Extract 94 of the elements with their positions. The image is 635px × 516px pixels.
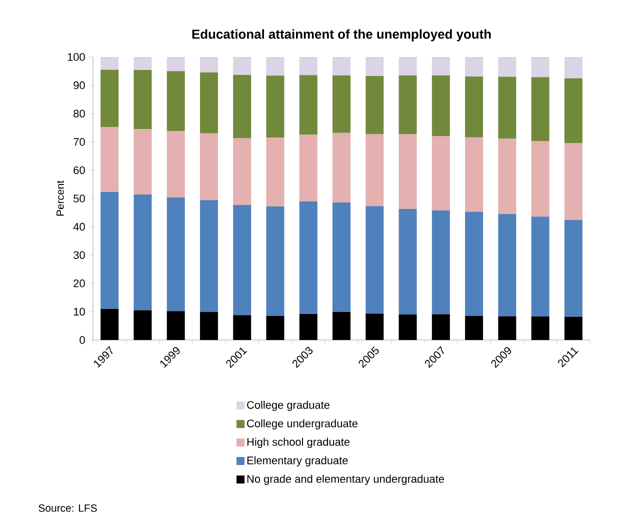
bar xyxy=(432,56,450,76)
bar xyxy=(134,129,152,195)
y-tick-label: 30 xyxy=(74,251,85,259)
bar xyxy=(299,56,318,76)
bar xyxy=(498,138,516,214)
legend-label: Elementary graduate xyxy=(247,456,348,466)
bar xyxy=(498,316,516,340)
bar xyxy=(200,200,218,312)
bar xyxy=(564,143,582,220)
bar xyxy=(366,56,384,76)
bar xyxy=(134,310,152,340)
bar xyxy=(366,76,384,134)
legend-label: High school graduate xyxy=(247,438,350,448)
bar xyxy=(233,74,252,138)
bar xyxy=(134,70,152,130)
bar xyxy=(531,56,550,78)
bar xyxy=(432,314,450,340)
bar xyxy=(266,138,284,206)
bar xyxy=(100,308,119,340)
bar xyxy=(432,75,450,136)
y-tick-label: 0 xyxy=(80,336,85,344)
bar xyxy=(465,137,484,212)
bar xyxy=(498,56,516,77)
legend-label: College undergraduate xyxy=(247,419,358,430)
bar xyxy=(233,138,252,205)
bar xyxy=(166,197,185,312)
bar xyxy=(166,56,185,72)
bar xyxy=(166,131,185,198)
y-axis-title: Percent xyxy=(56,180,64,216)
bar xyxy=(432,210,450,314)
bar xyxy=(332,75,351,133)
bar xyxy=(564,78,582,144)
bar xyxy=(200,312,218,340)
source-note: Source: LFS xyxy=(38,504,97,512)
bar xyxy=(100,192,119,309)
y-tick-label: 10 xyxy=(74,308,85,316)
bar xyxy=(366,314,384,340)
bar xyxy=(166,311,185,340)
bar xyxy=(134,194,152,310)
bar xyxy=(398,75,417,134)
bar xyxy=(200,72,218,134)
bar xyxy=(200,133,218,200)
bar xyxy=(531,141,550,217)
bar xyxy=(266,76,284,138)
bar xyxy=(134,56,152,70)
bar xyxy=(465,212,484,316)
y-tick-label: 70 xyxy=(74,138,85,146)
bar xyxy=(398,56,417,76)
bar xyxy=(100,56,119,70)
bar xyxy=(233,204,252,316)
bar xyxy=(465,76,484,138)
bar xyxy=(531,216,550,316)
chart-title: Educational attainment of the unemployed youth xyxy=(192,29,491,42)
bar xyxy=(332,202,351,312)
bar xyxy=(100,127,119,192)
bar xyxy=(166,71,185,132)
bar xyxy=(531,77,550,142)
bar xyxy=(564,56,582,78)
y-tick-label: 90 xyxy=(74,81,85,90)
bar xyxy=(531,316,550,340)
bar xyxy=(233,315,252,340)
bar xyxy=(564,316,582,340)
y-tick-label: 80 xyxy=(74,110,85,118)
y-tick-label: 60 xyxy=(74,166,85,174)
bar xyxy=(398,208,417,315)
y-tick-label: 40 xyxy=(73,222,85,231)
bar xyxy=(299,201,318,314)
bar xyxy=(564,220,582,317)
bar xyxy=(366,206,384,314)
bar xyxy=(398,314,417,340)
bar xyxy=(233,56,252,75)
legend-label: College graduate xyxy=(247,400,330,411)
bar xyxy=(332,132,351,202)
bar xyxy=(465,56,484,77)
bar xyxy=(332,56,351,76)
y-tick-label: 100 xyxy=(68,53,85,61)
bar xyxy=(200,56,218,73)
bar xyxy=(266,206,284,316)
bar xyxy=(299,134,318,202)
bar xyxy=(299,75,318,135)
bar xyxy=(332,312,351,340)
bar xyxy=(398,134,417,209)
bar xyxy=(465,316,484,340)
y-tick-label: 20 xyxy=(74,280,85,288)
bar xyxy=(266,56,284,76)
bar xyxy=(498,214,516,316)
bar xyxy=(299,314,318,340)
y-tick-label: 50 xyxy=(74,194,85,202)
bar xyxy=(498,76,516,139)
bar xyxy=(432,136,450,210)
legend-label: No grade and elementary undergraduate xyxy=(247,474,444,485)
bar xyxy=(366,134,384,206)
bar xyxy=(266,316,284,340)
bar xyxy=(100,70,119,128)
